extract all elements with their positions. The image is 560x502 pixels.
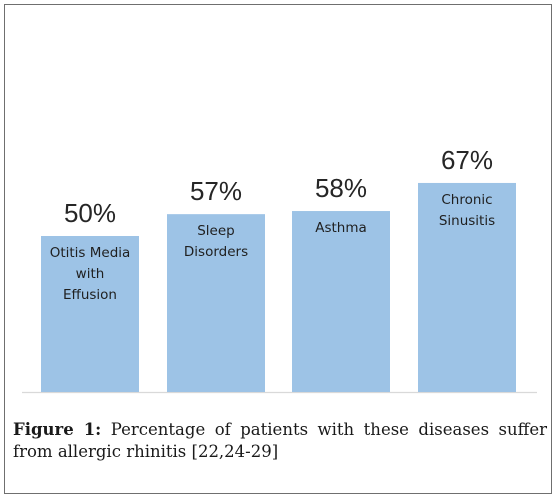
data-label: 67% (441, 145, 493, 175)
category-label-line: Otitis Media (50, 245, 131, 261)
data-label: 50% (64, 198, 116, 228)
bar (292, 211, 390, 392)
category-label: Sleep Disorders (184, 223, 248, 260)
category-label-line: Asthma (315, 220, 367, 236)
category-label-line: with (76, 266, 105, 282)
data-label: 58% (315, 173, 367, 203)
caption-label: Figure 1: (13, 420, 102, 439)
category-label: Chronic Sinusitis (439, 192, 495, 229)
figure-caption: Figure 1: Percentage of patients with th… (13, 419, 547, 463)
category-label-line: Sleep (197, 223, 235, 239)
bar (418, 182, 516, 392)
category-label: Otitis Media with Effusion (50, 245, 131, 303)
bar (167, 214, 265, 392)
bar (41, 236, 139, 392)
category-label: Asthma (315, 220, 367, 236)
category-label-line: Disorders (184, 244, 248, 260)
caption-text: Percentage of patients with these diseas… (13, 420, 547, 461)
category-label-line: Sinusitis (439, 213, 495, 229)
category-label-line: Effusion (63, 287, 117, 303)
category-label-line: Chronic (441, 192, 492, 208)
data-label: 57% (190, 176, 242, 206)
